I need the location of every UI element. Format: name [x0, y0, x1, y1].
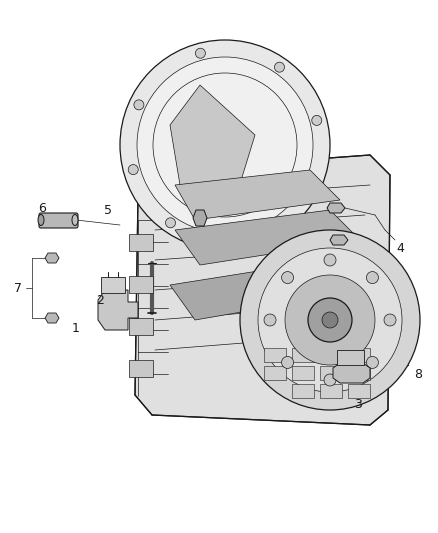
Circle shape	[324, 254, 336, 266]
Circle shape	[137, 57, 313, 233]
Circle shape	[302, 188, 312, 198]
Text: 3: 3	[354, 399, 362, 411]
Polygon shape	[98, 290, 138, 330]
Circle shape	[322, 312, 338, 328]
FancyBboxPatch shape	[39, 213, 78, 228]
Circle shape	[264, 314, 276, 326]
Circle shape	[285, 275, 375, 365]
Polygon shape	[333, 363, 370, 383]
Polygon shape	[170, 85, 255, 200]
FancyBboxPatch shape	[320, 348, 342, 362]
FancyBboxPatch shape	[292, 348, 314, 362]
FancyBboxPatch shape	[337, 350, 364, 365]
FancyBboxPatch shape	[348, 366, 370, 380]
Text: 4: 4	[396, 241, 404, 254]
FancyBboxPatch shape	[292, 366, 314, 380]
FancyBboxPatch shape	[348, 348, 370, 362]
Circle shape	[258, 248, 402, 392]
Circle shape	[384, 314, 396, 326]
FancyBboxPatch shape	[101, 277, 125, 293]
FancyBboxPatch shape	[129, 318, 153, 335]
Circle shape	[308, 298, 352, 342]
Polygon shape	[45, 253, 59, 263]
Polygon shape	[175, 210, 360, 265]
Text: 6: 6	[38, 201, 46, 214]
Circle shape	[282, 357, 293, 368]
Polygon shape	[193, 210, 207, 226]
Circle shape	[240, 230, 420, 410]
Circle shape	[128, 165, 138, 175]
FancyBboxPatch shape	[320, 366, 342, 380]
FancyBboxPatch shape	[292, 384, 314, 398]
FancyBboxPatch shape	[129, 234, 153, 251]
Text: 2: 2	[96, 294, 104, 306]
Circle shape	[120, 40, 330, 250]
Polygon shape	[330, 235, 348, 245]
Circle shape	[312, 116, 322, 125]
Circle shape	[282, 272, 293, 284]
FancyBboxPatch shape	[129, 360, 153, 377]
Circle shape	[244, 232, 254, 242]
Ellipse shape	[72, 214, 78, 225]
FancyBboxPatch shape	[348, 384, 370, 398]
Text: 8: 8	[414, 368, 422, 382]
Polygon shape	[45, 313, 59, 323]
Circle shape	[275, 62, 285, 72]
Text: 7: 7	[14, 281, 22, 295]
FancyBboxPatch shape	[264, 366, 286, 380]
FancyBboxPatch shape	[264, 348, 286, 362]
FancyBboxPatch shape	[129, 276, 153, 293]
Circle shape	[166, 218, 176, 228]
Circle shape	[324, 374, 336, 386]
FancyBboxPatch shape	[320, 384, 342, 398]
Circle shape	[195, 49, 205, 58]
Polygon shape	[327, 203, 345, 213]
Polygon shape	[175, 170, 340, 220]
Circle shape	[367, 357, 378, 368]
Circle shape	[367, 272, 378, 284]
Polygon shape	[170, 258, 370, 320]
Polygon shape	[135, 155, 390, 425]
Text: 1: 1	[72, 321, 80, 335]
Circle shape	[134, 100, 144, 110]
Text: 5: 5	[104, 204, 112, 216]
Ellipse shape	[38, 214, 44, 225]
